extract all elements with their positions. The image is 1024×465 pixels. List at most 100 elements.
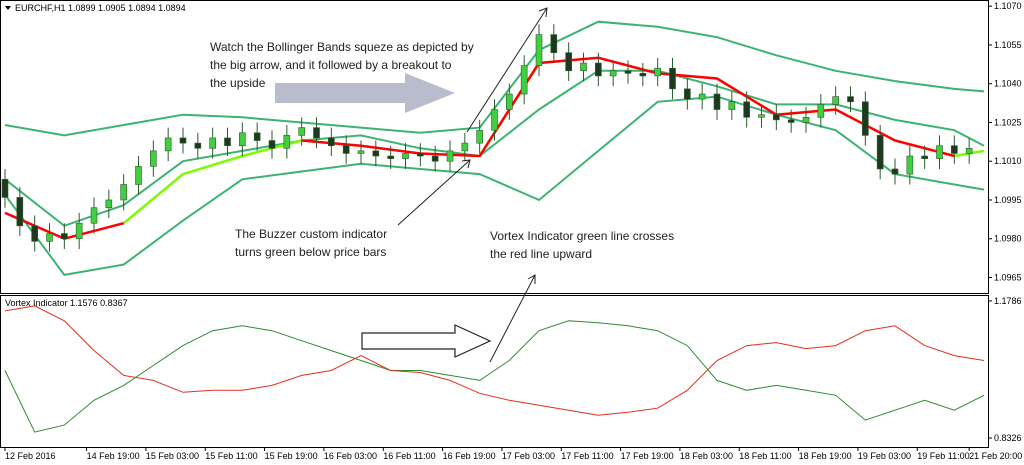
candle-body [31,225,38,242]
candle-body [298,127,305,136]
candle-body [936,145,943,159]
pointer-arrow [466,7,548,133]
candle-body [1,179,9,198]
x-tick-label: 16 Feb 11:00 [383,451,435,461]
y-tick-label: 1.1055 [994,40,1022,50]
annotation: the upside [210,76,266,90]
candle-body [951,145,958,154]
candle-body [194,142,202,149]
candle-body [728,101,736,110]
candle-body [90,207,98,224]
x-tick-label: 14 Feb 19:00 [87,451,140,461]
x-tick-label: 18 Feb 19:00 [799,451,852,461]
candle-body [46,233,53,242]
x-tick-label: 17 Feb 11:00 [561,451,613,461]
candle-body [372,150,380,157]
candle-body [684,88,691,100]
y-tick-label: 1.1040 [994,79,1022,89]
annotation: Vortex Indicator green line crosses [490,229,674,243]
candle-body [550,34,558,53]
candle-body [105,199,113,209]
candle-body [595,62,602,77]
x-tick-label: 18 Feb 03:00 [680,451,733,461]
candle-body [580,62,587,72]
annotation: Watch the Bollinger Bands squeze as depi… [210,40,474,54]
indicator-panel [0,295,989,448]
annotation: the red line upward [490,247,592,261]
price-title: EURCHF,H1 1.0899 1.0905 1.0894 1.0894 [15,3,186,13]
y-tick-label: 1.1070 [994,1,1022,11]
candle-body [342,145,350,154]
candle-body [239,132,246,147]
candle-body [150,150,157,167]
pointer-arrow [489,274,536,363]
candle-body [209,137,216,149]
candle-body [283,135,291,149]
candle-body [431,155,439,162]
candle-body [906,155,914,175]
x-tick-label: 19 Feb 11:00 [917,451,969,461]
vortex-line [4,305,985,416]
candle-body [565,52,572,72]
candle-body [491,109,498,131]
indicator-line [4,95,985,276]
vortex-line [4,320,985,433]
candle-body [965,147,973,154]
candle-body [179,137,187,144]
candle-body [476,129,483,144]
candle-body [847,96,854,103]
menu-triangle [5,6,11,10]
y-tick-label: 1.1025 [994,117,1022,127]
candle-body [891,168,899,175]
candle-body [802,116,810,123]
candle-body [832,96,839,105]
candle-body [743,101,750,118]
candle-body [224,137,231,147]
candle-body [698,93,706,100]
x-tick-label: 17 Feb 03:00 [502,451,555,461]
candle-body [313,127,320,139]
x-tick-label: 12 Feb 2016 [5,451,56,461]
y-tick-label: 1.0980 [994,234,1022,244]
candle-body [535,34,543,66]
x-tick-label: 21 Feb 20:00 [969,451,1022,461]
candle-body [506,93,513,110]
candle-body [654,67,661,77]
candle-body [268,140,276,149]
x-tick-label: 15 Feb 03:00 [146,451,199,461]
candle-body [609,70,617,77]
x-tick-label: 17 Feb 19:00 [621,451,674,461]
candle-body [773,114,780,121]
candle-body [669,67,676,90]
candle-body [758,114,765,118]
candle-body [921,155,928,159]
candle-body [639,73,647,77]
annotation: the big arrow, and it followed by a brea… [210,58,452,72]
candle-body [75,222,83,240]
y-tick-label: 0.8326 [994,433,1022,443]
x-tick-label: 16 Feb 03:00 [324,451,377,461]
x-tick-label: 16 Feb 19:00 [443,451,496,461]
y-tick-label: 1.1010 [994,156,1022,166]
y-tick-label: 1.1786 [994,296,1022,306]
annotation: turns green below price bars [235,245,386,259]
x-tick-label: 19 Feb 03:00 [858,451,911,461]
candle-body [520,65,528,95]
candle-body [417,153,424,157]
candle-body [164,137,172,152]
candle-body [446,150,454,162]
x-tick-label: 15 Feb 11:00 [205,451,257,461]
candle-body [16,197,24,227]
pointer-arrows [397,7,548,363]
candle-body [328,137,335,147]
x-tick-label: 18 Feb 11:00 [739,451,791,461]
candle-body [876,135,884,170]
candle-body [61,233,68,240]
candle-body [402,153,409,159]
candle-body [253,132,261,141]
indicator-title: Vortex Indicator 1.1576 0.8367 [5,298,128,308]
outline-arrow [361,324,492,358]
